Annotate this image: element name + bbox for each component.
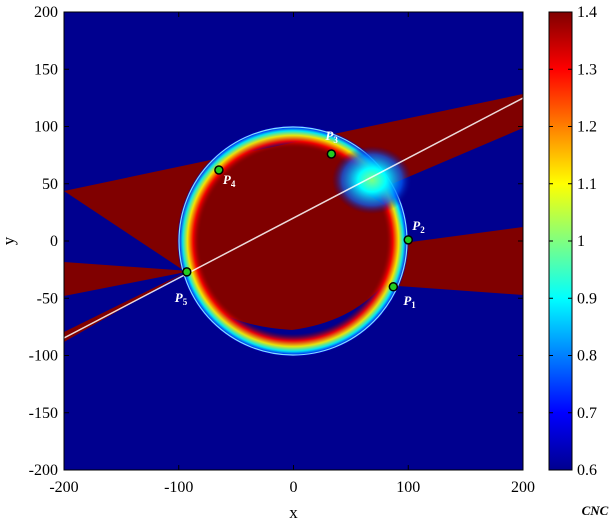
colorbar-tick-label: 1 [577, 233, 585, 250]
point-marker-p3 [326, 149, 337, 159]
colorbar-label: CNC [582, 503, 609, 518]
y-tick-label: 100 [34, 119, 58, 136]
colorbar-ticks: 1.4 1.3 1.2 1.1 1 0.9 0.8 0.7 0.6 [549, 4, 597, 479]
y-tick-label: -150 [29, 405, 58, 422]
point-label-p1: P1 [403, 293, 416, 310]
point-marker-p5 [182, 267, 192, 277]
point-label-p2: P2 [412, 218, 425, 235]
heatmap-plot-area [64, 12, 523, 470]
y-tick-label: 200 [34, 4, 58, 21]
colorbar-tick-label: 1.1 [577, 176, 597, 193]
point-label-p3: P3 [325, 128, 338, 145]
point-label-p5: P5 [175, 290, 188, 307]
x-tick-label: 100 [396, 479, 420, 496]
axis-labels: xy [0, 236, 298, 522]
point-label-p4: P4 [223, 172, 236, 189]
y-axis-label: y [0, 236, 18, 245]
x-axis-label: x [289, 503, 298, 522]
point-marker-p2 [403, 235, 413, 245]
y-tick-label: -200 [29, 462, 58, 479]
points-layer: P1 P2 P3 P4 P5 [175, 128, 425, 310]
point-marker-p4 [214, 165, 224, 175]
y-tick-label: -50 [37, 290, 58, 307]
axes: -200 -100 0 100 200 200 150 100 50 0 -50 -100 -150 -2… [29, 4, 535, 496]
x-tick-label: -200 [49, 479, 78, 496]
colorbar-tick-label: 1.4 [577, 4, 597, 21]
colorbar-tick-label: 0.6 [577, 462, 597, 479]
y-tick-label: -100 [29, 348, 58, 365]
x-tick-label: 200 [511, 479, 535, 496]
colorbar-tick-label: 0.9 [577, 290, 597, 307]
colorbar-tick-label: 1.3 [577, 61, 597, 78]
x-shape-glow [332, 146, 412, 214]
x-tick-label: -100 [164, 479, 193, 496]
y-tick-label: 150 [34, 61, 58, 78]
colorbar-tick-label: 1.2 [577, 119, 597, 136]
diagonal-line [64, 97, 523, 339]
x-tick-label: 0 [290, 479, 298, 496]
point-marker-p1 [388, 282, 399, 292]
colorbar-tick-label: 0.7 [577, 405, 597, 422]
y-tick-label: 0 [50, 233, 58, 250]
colorbar-tick-label: 0.8 [577, 348, 597, 365]
y-tick-label: 50 [42, 176, 58, 193]
